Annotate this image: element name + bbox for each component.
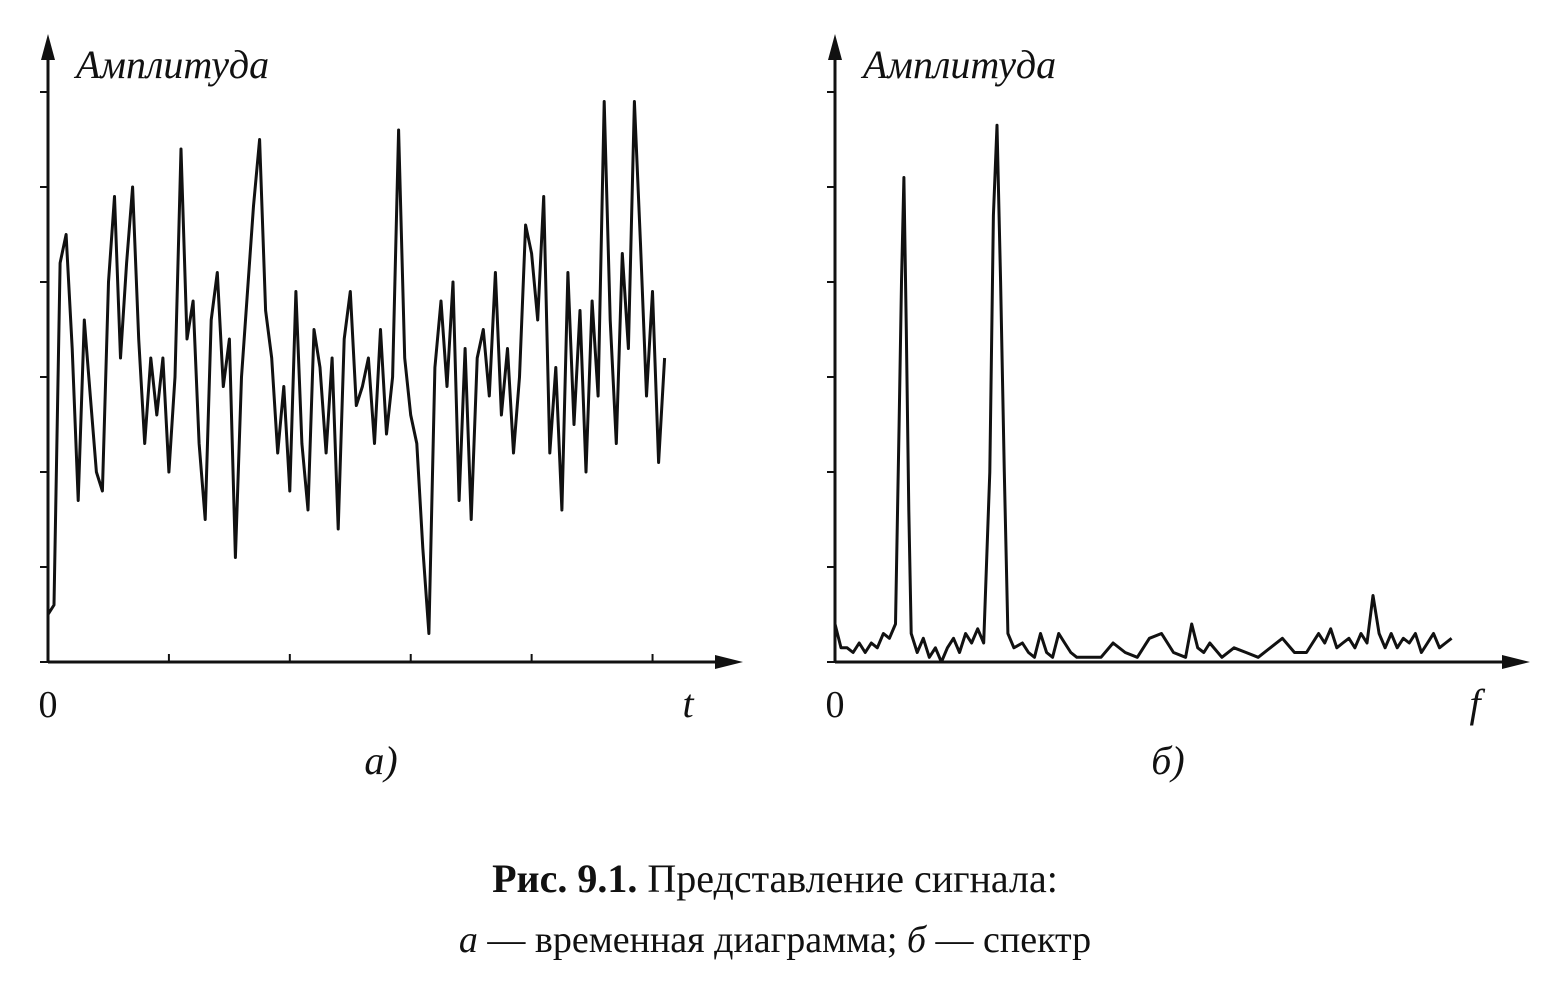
sub-caption: а): [364, 738, 397, 783]
x-axis-arrow: [1502, 655, 1530, 669]
signal-line: [833, 123, 1453, 664]
caption-part: а: [459, 919, 478, 961]
x-tick-label: 0: [826, 684, 845, 726]
caption-part: — временная диаграмма;: [478, 919, 907, 961]
x-axis-label: t: [682, 681, 694, 726]
y-axis-label: Амплитуда: [860, 42, 1056, 87]
y-axis-label: Амплитуда: [73, 42, 269, 87]
caption-title: Представление сигнала:: [637, 856, 1058, 901]
caption-part: — спектр: [926, 919, 1091, 961]
x-axis-arrow: [715, 655, 743, 669]
y-axis-arrow: [828, 34, 842, 60]
signal-line: [46, 100, 667, 635]
x-tick-label: 0: [39, 684, 58, 726]
y-axis-arrow: [41, 34, 55, 60]
sub-caption: б): [1151, 738, 1184, 783]
caption-label: Рис. 9.1.: [492, 856, 637, 901]
caption-line-1: Рис. 9.1. Представление сигнала:: [492, 856, 1058, 901]
caption-line-2: а — временная диаграмма; б — спектр: [459, 919, 1091, 961]
x-axis-label: f: [1469, 681, 1485, 726]
caption-part: б: [907, 919, 928, 961]
